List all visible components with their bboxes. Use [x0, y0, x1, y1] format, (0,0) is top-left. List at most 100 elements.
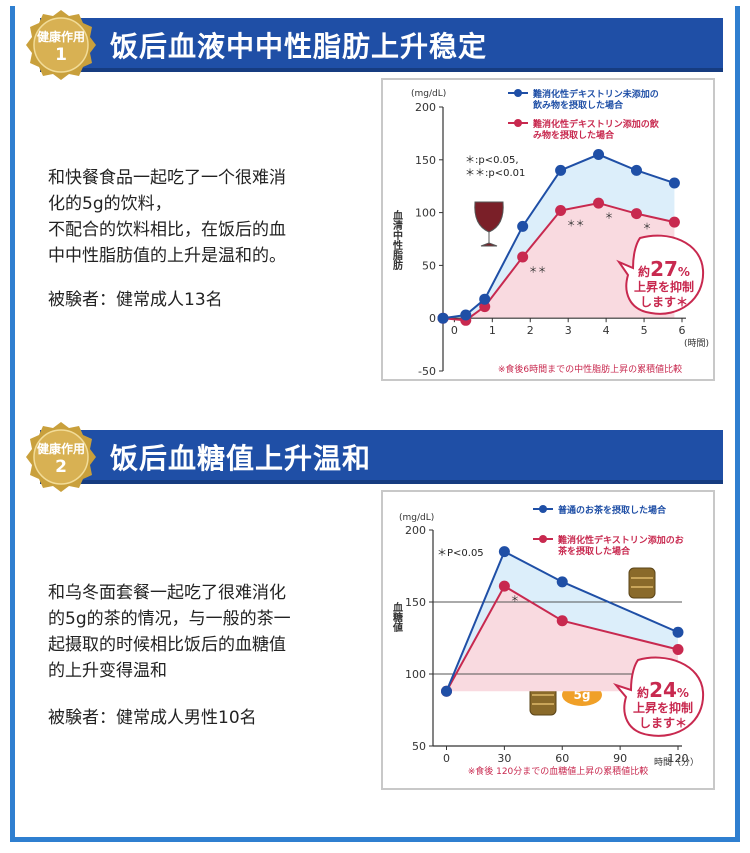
y-tick-label: 200	[415, 101, 436, 114]
data-point	[593, 197, 605, 209]
badge-seal-icon	[26, 422, 96, 492]
badge-number: 2	[55, 457, 67, 477]
section-1-banner: 饭后血液中中性脂肪上升稳定	[40, 18, 723, 72]
callout-unit: %	[677, 686, 689, 700]
legend-label: 飲み物を摂取した場合	[532, 99, 624, 111]
x-tick-label: 30	[497, 752, 511, 765]
data-point	[630, 164, 642, 176]
chart-footnote: ※食後6時間までの中性脂肪上昇の累積値比較	[498, 363, 682, 375]
data-point	[555, 204, 567, 216]
data-point	[556, 576, 568, 588]
significance-note: ＊P<0.05	[437, 548, 484, 559]
callout-value: 24	[649, 678, 677, 702]
description-line: 不配合的饮料相比，在饭后的血	[48, 220, 286, 240]
data-point	[555, 164, 567, 176]
x-tick-label: 2	[527, 324, 534, 337]
description-line: 和快餐食品一起吃了一个很难消	[48, 168, 286, 188]
chart-2-container: 5g 50 100 150 200 0 30 60 90 120 (mg/dL) 血糖値 時間（分） ＊…	[381, 490, 715, 790]
data-point	[498, 580, 510, 592]
chart-1: 5g -500501001502000123456(mg/dL)血清中性脂肪(時…	[391, 88, 710, 378]
data-point	[479, 293, 491, 305]
significance-note: ＊＊:p<0.01	[465, 168, 525, 179]
y-tick-label: 50	[422, 259, 436, 272]
significance-mark: ＊＊	[567, 219, 585, 229]
series-line	[445, 550, 679, 692]
series-gap-area	[443, 154, 675, 321]
data-point	[517, 220, 529, 232]
data-point	[672, 644, 684, 656]
x-axis-label: (時間)	[684, 338, 709, 349]
reduction-callout: 約24% 上昇を抑制 します＊	[612, 656, 705, 737]
badge-label: 健康作用	[36, 442, 85, 456]
callout-line2: 上昇を抑制	[633, 700, 693, 715]
y-unit-label: (mg/dL)	[399, 513, 434, 523]
section-2-description: 和乌冬面套餐一起吃了很难消化 的5g的茶的情况，与一般的茶一 起摄取的时候相比饭…	[48, 580, 358, 684]
x-tick-label: 5	[641, 324, 648, 337]
x-tick-label: 0	[451, 324, 458, 337]
description-line: 的5g的茶的情况，与一般的茶一	[48, 609, 291, 629]
section-2-subjects: 被験者：健常成人男性10名	[48, 708, 257, 728]
legend-label: み物を摂取した場合	[533, 129, 615, 141]
significance-mark: ＊＊	[529, 266, 547, 276]
description-line: 和乌冬面套餐一起吃了很难消化	[48, 583, 286, 603]
x-tick-label: 3	[565, 324, 572, 337]
section-1-title: 饭后血液中中性脂肪上升稳定	[110, 30, 488, 63]
legend-label: 茶を摂取した場合	[557, 545, 631, 557]
reduction-callout: 約27% 上昇を抑制 します＊	[616, 234, 705, 315]
section-2-badge: 健康作用 2	[24, 420, 98, 494]
data-point	[498, 546, 510, 558]
description-line: 的上升变得温和	[48, 661, 167, 681]
callout-prefix: 約	[637, 685, 649, 700]
chart-footnote: ※食後 120分までの血糖値上昇の累積値比較	[468, 765, 649, 777]
y-unit-label: (mg/dL)	[411, 89, 446, 99]
x-tick-label: 120	[668, 752, 689, 765]
legend-marker	[539, 535, 547, 543]
legend-label: 普通のお茶を摂取した場合	[558, 504, 667, 516]
badge-label: 健康作用	[36, 30, 85, 44]
legend-label: 難消化性デキストリン添加のお	[558, 534, 684, 546]
section-2-title: 饭后血糖值上升温和	[110, 442, 372, 475]
legend-label: 難消化性デキストリン添加の飲	[533, 118, 660, 130]
series-gap-area	[446, 551, 678, 692]
series-area	[443, 203, 675, 321]
y-tick-label: -50	[418, 365, 436, 378]
description-line: 起摄取的时候相比饭后的血糖值	[48, 635, 286, 655]
data-point	[441, 685, 453, 697]
legend-marker	[539, 505, 547, 513]
page-frame	[10, 6, 740, 842]
y-tick-label: 50	[412, 740, 426, 753]
data-point	[460, 309, 472, 321]
callout-line3: します＊	[639, 716, 687, 730]
x-tick-label: 1	[489, 324, 496, 337]
y-tick-label: 150	[415, 154, 436, 167]
callout-prefix: 約	[638, 264, 650, 279]
y-tick-label: 200	[405, 524, 426, 537]
callout-line2: 上昇を抑制	[634, 279, 694, 294]
significance-note: ＊:p<0.05,	[465, 155, 519, 166]
y-axis-label: 血糖値	[391, 601, 404, 633]
badge-seal-icon	[26, 10, 96, 80]
section-2-banner: 饭后血糖值上升温和	[40, 430, 723, 484]
section-1-description: 和快餐食品一起吃了一个很难消 化的5g的饮料， 不配合的饮料相比，在饭后的血 中…	[48, 165, 358, 269]
tea-cup-icon	[529, 684, 557, 716]
x-tick-label: 60	[555, 752, 569, 765]
y-axis-label: 血清中性脂肪	[391, 209, 404, 271]
wine-glass-icon	[474, 201, 504, 247]
series-area	[446, 586, 678, 692]
legend-marker	[514, 89, 522, 97]
significance-mark: ＊	[605, 212, 614, 222]
callout-unit: %	[678, 265, 690, 279]
x-axis-label: 時間（分）	[654, 757, 699, 768]
legend-label: 難消化性デキストリン未添加の	[533, 88, 659, 100]
data-point	[672, 626, 684, 638]
series-line	[445, 584, 679, 692]
description-line: 化的5g的饮料，	[48, 194, 172, 214]
badge-number: 1	[55, 45, 67, 65]
data-point	[668, 216, 680, 228]
y-tick-label: 0	[429, 312, 436, 325]
data-point	[437, 312, 449, 324]
data-point	[630, 208, 642, 220]
x-tick-label: 0	[443, 752, 450, 765]
y-tick-label: 100	[415, 207, 436, 220]
